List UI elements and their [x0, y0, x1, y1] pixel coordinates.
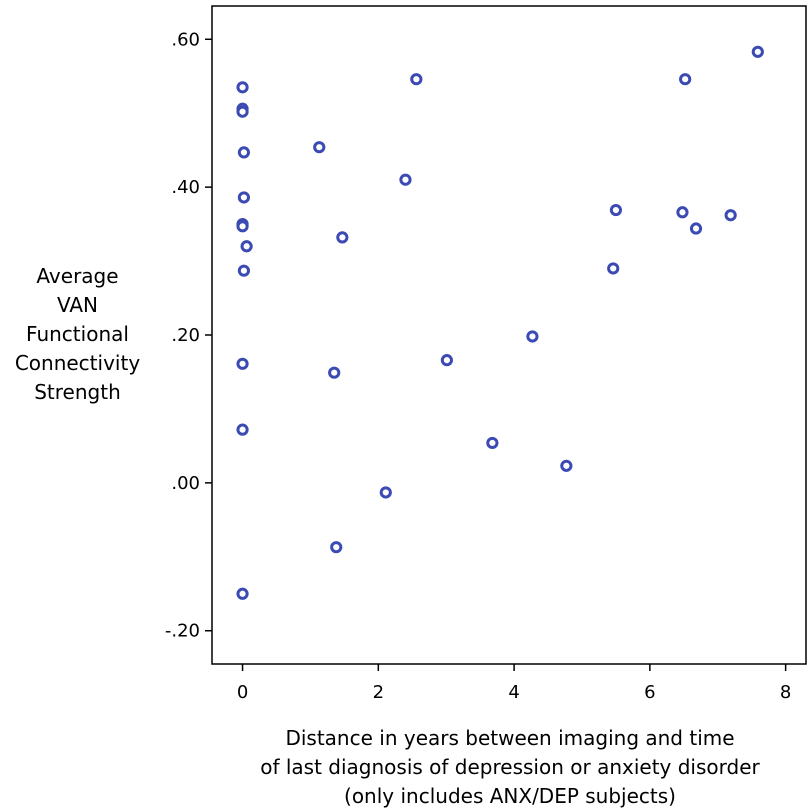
data-point: [607, 262, 620, 275]
data-point: [330, 541, 343, 554]
data-point: [609, 203, 623, 217]
plot-frame: [211, 5, 807, 665]
data-point: [751, 45, 764, 58]
data-point: [440, 354, 453, 367]
y-tick-label: .40: [171, 177, 200, 198]
data-point: [526, 330, 539, 343]
data-point: [328, 366, 341, 379]
x-tick-label: 6: [644, 682, 655, 703]
data-point: [236, 81, 249, 94]
data-point: [237, 264, 251, 277]
x-axis-title-line: (only includes ANX/DEP subjects): [344, 784, 676, 808]
y-axis-title-line: VAN: [56, 293, 99, 317]
y-axis-title-line: Average: [36, 264, 119, 288]
data-point: [237, 191, 251, 204]
x-tick-label: 2: [373, 682, 384, 703]
y-tick-label: .20: [171, 325, 200, 346]
data-point: [336, 231, 349, 244]
y-axis: -.20 .00 .20 .40 .60: [165, 29, 212, 642]
y-tick-label: -.20: [165, 621, 200, 642]
data-point: [236, 220, 249, 233]
x-axis-title-line: Distance in years between imaging and ti…: [285, 726, 735, 750]
data-point: [689, 222, 703, 235]
data-point: [410, 73, 423, 86]
x-axis-title-line: of last diagnosis of depression or anxie…: [260, 755, 760, 779]
data-point: [724, 209, 737, 222]
x-tick-label: 4: [508, 682, 519, 703]
data-point: [236, 423, 249, 436]
x-tick-label: 8: [780, 682, 791, 703]
data-point: [679, 73, 692, 86]
data-point: [399, 173, 412, 186]
data-point: [236, 587, 249, 600]
y-axis-title-line: Connectivity: [14, 351, 141, 375]
data-point: [237, 146, 251, 159]
data-points: [236, 45, 764, 600]
y-tick-label: .00: [171, 473, 200, 494]
x-tick-label: 0: [237, 682, 248, 703]
x-axis: 0 2 4 6 8: [237, 664, 791, 703]
data-point: [236, 105, 249, 118]
y-axis-title-line: Strength: [34, 380, 121, 404]
data-point: [379, 486, 392, 499]
data-point: [560, 459, 573, 472]
data-point: [676, 206, 689, 219]
y-axis-title-line: Functional: [26, 322, 129, 346]
data-point: [486, 436, 499, 450]
data-point: [313, 141, 326, 154]
data-point: [236, 357, 249, 370]
y-tick-label: .60: [171, 29, 200, 50]
data-point: [240, 240, 253, 253]
